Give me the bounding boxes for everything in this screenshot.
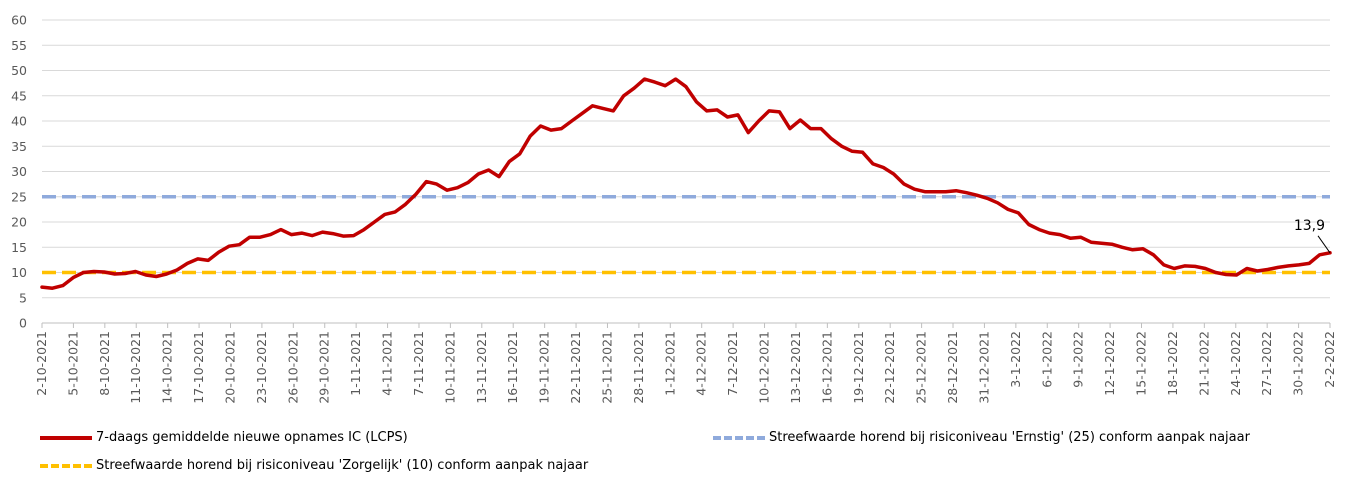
x-tick-label: 2-2-2022 bbox=[1322, 331, 1337, 388]
x-tick-label: 24-1-2022 bbox=[1228, 331, 1243, 396]
y-axis-ticks: 0 5 10 15 20 25 30 35 40 45 50 55 60 bbox=[11, 13, 27, 331]
x-tick-label: 1-12-2021 bbox=[662, 331, 677, 396]
x-tick-label: 10-12-2021 bbox=[757, 331, 772, 404]
x-tick-label: 22-11-2021 bbox=[568, 331, 583, 404]
x-tick-label: 6-1-2022 bbox=[1039, 331, 1054, 388]
x-tick-label: 26-10-2021 bbox=[285, 331, 300, 404]
x-tick-label: 3-1-2022 bbox=[1008, 331, 1023, 388]
y-tick-label: 15 bbox=[11, 240, 27, 255]
x-tick-label: 13-12-2021 bbox=[788, 331, 803, 404]
x-tick-label: 4-11-2021 bbox=[380, 331, 395, 396]
gridlines bbox=[42, 19, 1330, 324]
legend-label-ic-opnames: 7-daags gemiddelde nieuwe opnames IC (LC… bbox=[96, 430, 408, 445]
x-tick-label: 8-10-2021 bbox=[97, 331, 112, 396]
x-tick-label: 20-10-2021 bbox=[222, 331, 237, 404]
y-tick-label: 30 bbox=[11, 164, 27, 179]
annotation-leader-line bbox=[1317, 235, 1331, 254]
x-tick-label: 27-1-2022 bbox=[1259, 331, 1274, 396]
x-tick-label: 19-11-2021 bbox=[537, 331, 552, 404]
x-tick-label: 15-1-2022 bbox=[1134, 331, 1149, 396]
x-tick-label: 19-12-2021 bbox=[851, 331, 866, 404]
y-tick-label: 5 bbox=[19, 290, 27, 305]
legend-item-ic-opnames: 7-daags gemiddelde nieuwe opnames IC (LC… bbox=[40, 430, 408, 445]
y-tick-label: 10 bbox=[11, 265, 27, 280]
y-tick-label: 35 bbox=[11, 139, 27, 154]
x-tick-label: 17-10-2021 bbox=[191, 331, 206, 404]
x-tick-label: 16-11-2021 bbox=[505, 331, 520, 404]
legend-item-zorgelijk: Streefwaarde horend bij risiconiveau 'Zo… bbox=[40, 458, 588, 473]
y-tick-label: 20 bbox=[11, 215, 27, 230]
x-tick-label: 18-1-2022 bbox=[1165, 331, 1180, 396]
x-tick-label: 10-11-2021 bbox=[442, 331, 457, 404]
x-tick-label: 5-10-2021 bbox=[65, 331, 80, 396]
x-tick-label: 21-1-2022 bbox=[1196, 331, 1211, 396]
x-tick-label: 25-12-2021 bbox=[914, 331, 929, 404]
x-tick-label: 31-12-2021 bbox=[976, 331, 991, 404]
x-tick-label: 22-12-2021 bbox=[882, 331, 897, 404]
x-tick-label: 9-1-2022 bbox=[1071, 331, 1086, 388]
x-tick-label: 13-11-2021 bbox=[474, 331, 489, 404]
y-tick-label: 45 bbox=[11, 88, 27, 103]
reference-lines bbox=[42, 195, 1330, 275]
legend-swatch-red-line bbox=[40, 435, 92, 440]
x-tick-label: 7-11-2021 bbox=[411, 331, 426, 396]
x-tick-label: 14-10-2021 bbox=[160, 331, 175, 404]
x-tick-label: 30-1-2022 bbox=[1291, 331, 1306, 396]
y-tick-label: 55 bbox=[11, 38, 27, 53]
y-tick-label: 50 bbox=[11, 63, 27, 78]
x-tick-label: 2-10-2021 bbox=[34, 331, 49, 396]
x-tick-label: 12-1-2022 bbox=[1102, 331, 1117, 396]
x-tick-label: 29-10-2021 bbox=[317, 331, 332, 404]
legend-label-zorgelijk: Streefwaarde horend bij risiconiveau 'Zo… bbox=[96, 458, 589, 473]
x-tick-label: 28-12-2021 bbox=[945, 331, 960, 404]
legend-item-ernstig: Streefwaarde horend bij risiconiveau 'Er… bbox=[713, 430, 1250, 445]
x-tick-label: 7-12-2021 bbox=[725, 331, 740, 396]
x-tick-label: 1-11-2021 bbox=[348, 331, 363, 396]
annotation-label: 13,9 bbox=[1294, 218, 1325, 234]
x-tick-label: 11-10-2021 bbox=[128, 331, 143, 404]
y-tick-label: 0 bbox=[19, 316, 27, 331]
annotations: 13,9 bbox=[1294, 218, 1331, 254]
y-tick-label: 25 bbox=[11, 189, 27, 204]
legend-label-ernstig: Streefwaarde horend bij risiconiveau 'Er… bbox=[769, 430, 1250, 445]
legend-swatch-yellow-dashed bbox=[40, 463, 92, 468]
legend-swatch-blue-dashed bbox=[713, 435, 765, 440]
series-lines bbox=[40, 77, 1332, 290]
x-tick-label: 25-11-2021 bbox=[599, 331, 614, 404]
x-tick-label: 4-12-2021 bbox=[694, 331, 709, 396]
x-axis: 2-10-2021 5-10-2021 8-10-2021 11-10-2021 14-… bbox=[34, 323, 1337, 404]
x-tick-label: 16-12-2021 bbox=[819, 331, 834, 404]
y-tick-label: 60 bbox=[11, 13, 27, 28]
ic-admissions-line bbox=[40, 77, 1332, 290]
y-tick-label: 40 bbox=[11, 114, 27, 129]
x-tick-label: 28-11-2021 bbox=[631, 331, 646, 404]
x-tick-label: 23-10-2021 bbox=[254, 331, 269, 404]
